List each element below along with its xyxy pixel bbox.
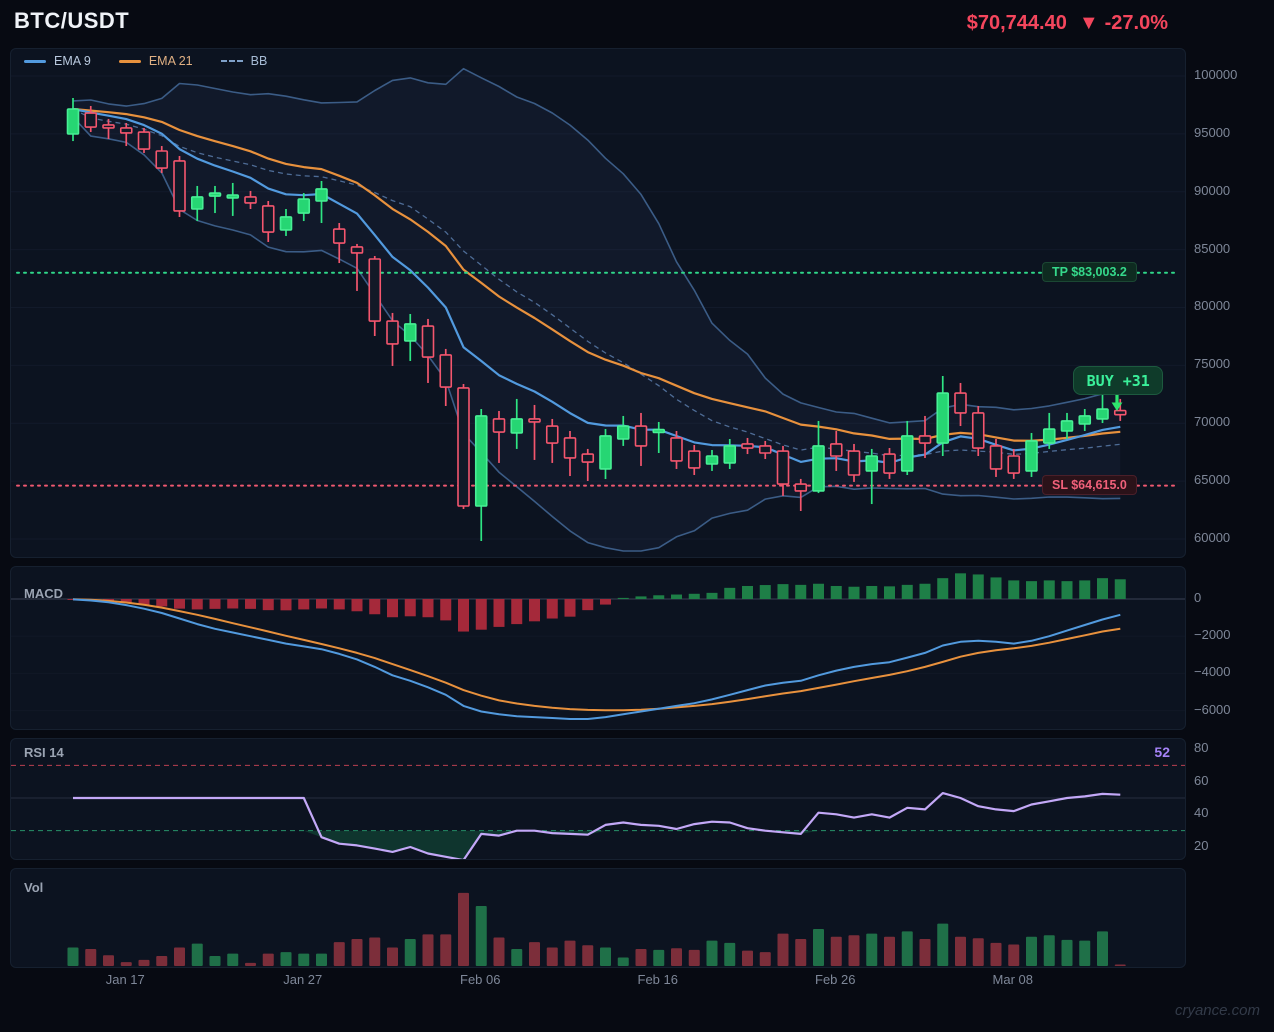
ema21-swatch-icon [118,59,141,63]
rsi-panel [10,738,1186,860]
price-tick: 85000 [1194,240,1231,256]
date-tick: Feb 16 [637,972,678,987]
rsi-tick: 60 [1194,772,1209,788]
rsi-tick: 80 [1194,740,1209,755]
rsi-tick: 40 [1194,805,1209,821]
price-header: $70,744.40 ▼ -27.0% [967,12,1168,35]
macd-tick: −4000 [1194,664,1231,680]
date-tick: Mar 08 [992,972,1033,987]
legend-ema21[interactable]: EMA 21 [118,54,193,68]
volume-panel [10,868,1186,968]
indicator-legend: EMA 9 EMA 21 BB [24,54,267,68]
buy-badge-label: BUY [1086,371,1114,390]
take-profit-label[interactable]: TP $83,003.2 [1042,261,1137,282]
price-tick: 65000 [1194,472,1231,488]
macd-tick: −6000 [1194,701,1231,717]
rsi-tick: 20 [1194,837,1209,853]
buy-badge-value: +31 [1122,371,1150,390]
macd-label: MACD [24,586,63,601]
legend-ema21-label: EMA 21 [148,54,193,68]
down-triangle-icon: ▼ [1078,12,1099,34]
stop-loss-label[interactable]: SL $64,615.0 [1042,474,1137,495]
price-tick: 75000 [1194,356,1231,372]
last-price: $70,744.40 [966,12,1067,34]
rsi-current-value: 52 [1154,744,1170,760]
price-change: ▼ -27.0% [1079,12,1168,35]
macd-tick: 0 [1194,590,1202,605]
price-tick: 60000 [1194,529,1231,545]
date-tick: Jan 27 [283,972,323,987]
buy-arrow-down-icon [1111,395,1123,411]
rsi-canvas[interactable] [11,739,1185,859]
volume-canvas[interactable] [11,869,1185,967]
price-chart-canvas[interactable] [11,49,1185,557]
symbol-title: BTC/USDT [14,8,130,33]
date-tick: Jan 17 [105,972,145,987]
price-tick: 80000 [1194,298,1231,314]
price-chart-panel [10,48,1186,558]
rsi-label: RSI 14 [24,745,64,760]
price-tick: 90000 [1194,182,1231,198]
ema9-swatch-icon [24,59,46,63]
legend-bb-label: BB [250,54,268,68]
buy-signal-badge[interactable]: BUY +31 [1073,366,1164,395]
price-tick: 70000 [1194,414,1231,430]
macd-tick: −2000 [1194,627,1231,643]
vol-label: Vol [24,880,44,895]
bb-swatch-icon [220,60,243,62]
legend-ema9-label: EMA 9 [54,54,91,68]
macd-canvas[interactable] [11,567,1185,729]
change-percent: -27.0% [1104,12,1168,34]
legend-ema9[interactable]: EMA 9 [24,54,91,68]
macd-panel [10,566,1186,730]
watermark: cryance.com [1174,1002,1260,1019]
legend-bb[interactable]: BB [220,54,268,68]
date-tick: Feb 06 [460,972,501,987]
date-tick: Feb 26 [815,972,856,987]
price-tick: 95000 [1194,124,1231,140]
price-tick: 100000 [1194,67,1238,82]
